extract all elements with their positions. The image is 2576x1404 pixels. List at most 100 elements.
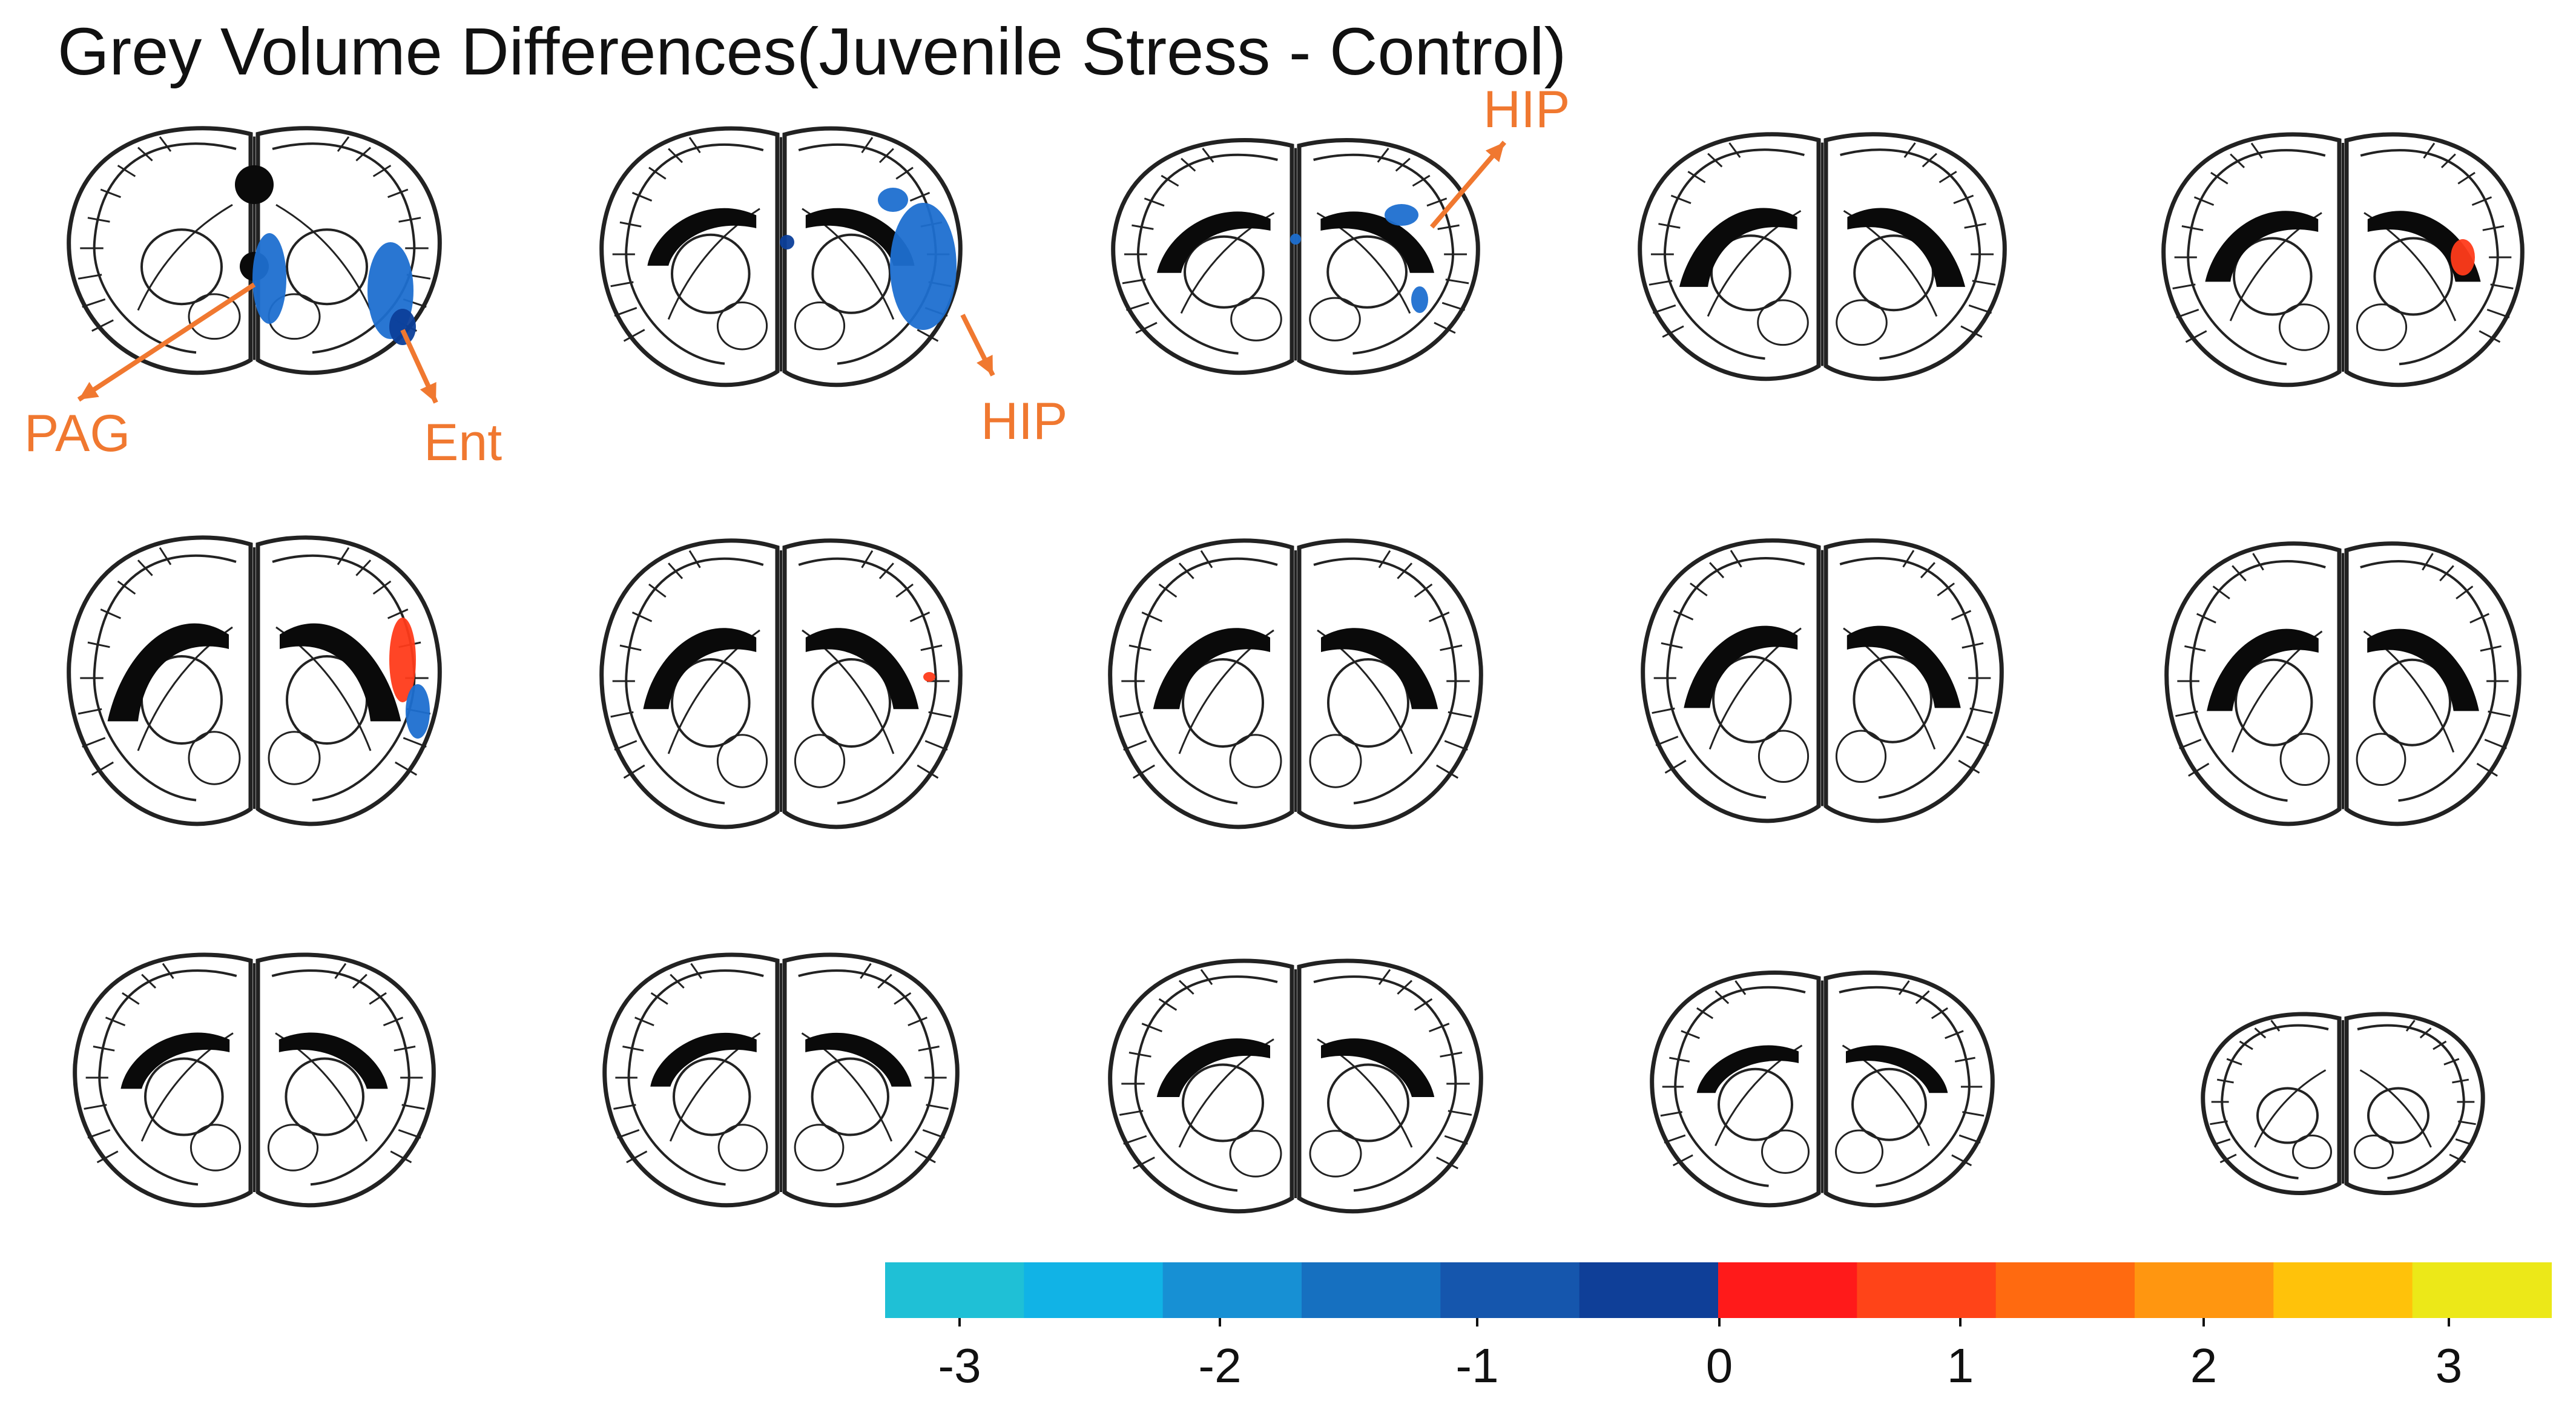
cortical-division-line bbox=[1119, 1110, 1144, 1116]
subcortical-structure bbox=[2233, 237, 2313, 316]
cortical-division-line bbox=[2482, 225, 2505, 231]
white-matter-region bbox=[1846, 625, 1961, 708]
subcortical-structure bbox=[1718, 1067, 1793, 1141]
cortex-boundary bbox=[1664, 148, 1805, 360]
cortical-division-line bbox=[1696, 1007, 1714, 1020]
cortical-division-line bbox=[1964, 223, 1986, 229]
cortical-division-line bbox=[1951, 610, 1972, 621]
cortical-division-line bbox=[617, 1129, 640, 1139]
subcortical-structure bbox=[2292, 1135, 2332, 1169]
colorbar-bin bbox=[2135, 1262, 2275, 1318]
blob-negative bbox=[1290, 234, 1301, 245]
cortical-division-line bbox=[2422, 553, 2434, 571]
cortical-division-line bbox=[1437, 224, 1460, 230]
cortical-division-line bbox=[141, 974, 157, 989]
brain-slice bbox=[602, 952, 960, 1208]
subcortical-structure bbox=[794, 302, 846, 351]
annotation-arrowhead bbox=[1485, 142, 1504, 162]
hemisphere-outline bbox=[1108, 538, 1294, 829]
subcortical-structure bbox=[189, 1124, 242, 1172]
cortical-division-line bbox=[1972, 280, 1996, 286]
cortical-division-line bbox=[2476, 762, 2498, 777]
cortical-division-line bbox=[920, 644, 943, 651]
subcortical-structure bbox=[1757, 299, 1809, 346]
cortical-division-line bbox=[877, 974, 892, 989]
cortical-division-line bbox=[117, 165, 136, 177]
tract-line bbox=[2254, 1069, 2327, 1148]
cortical-division-line bbox=[2479, 330, 2501, 343]
hemisphere-outline bbox=[2344, 132, 2525, 387]
hemisphere-outline bbox=[1297, 137, 1480, 375]
cortical-division-line bbox=[1123, 740, 1147, 751]
cortical-division-line bbox=[1969, 707, 1993, 714]
cortical-division-line bbox=[1672, 1154, 1693, 1167]
cortical-division-line bbox=[1426, 197, 1448, 207]
cortical-division-line bbox=[1161, 174, 1179, 187]
cortical-division-line bbox=[860, 963, 872, 979]
hemisphere-outline bbox=[1638, 132, 1821, 381]
cortical-division-line bbox=[355, 559, 372, 576]
cortical-division-line bbox=[355, 147, 372, 162]
cortical-division-line bbox=[1440, 1051, 1463, 1058]
cortex-boundary bbox=[798, 969, 935, 1186]
cortical-division-line bbox=[2488, 710, 2511, 717]
cortical-division-line bbox=[395, 761, 417, 776]
subcortical-structure bbox=[1326, 235, 1408, 309]
cortex-boundary bbox=[272, 142, 416, 354]
cortical-division-line bbox=[623, 764, 645, 779]
cortex-boundary bbox=[93, 554, 237, 802]
cortical-division-line bbox=[1958, 759, 1980, 774]
hemisphere-outline bbox=[255, 952, 436, 1208]
cortical-division-line bbox=[670, 974, 685, 989]
blob-negative-ent bbox=[389, 309, 416, 345]
cortical-division-line bbox=[1681, 1030, 1700, 1040]
subcortical-structure bbox=[1309, 734, 1362, 788]
white-matter-region bbox=[1847, 208, 1966, 287]
hemisphere-outline bbox=[1297, 958, 1483, 1214]
cortical-division-line bbox=[2250, 142, 2263, 159]
cortical-division-line bbox=[614, 740, 637, 751]
brain-slice bbox=[1108, 958, 1483, 1214]
cortical-division-line bbox=[352, 974, 367, 989]
white-matter-region bbox=[120, 1032, 230, 1089]
cortical-division-line bbox=[1945, 1030, 1964, 1040]
cortical-division-line bbox=[2239, 1040, 2253, 1050]
subcortical-structure bbox=[268, 731, 321, 785]
cortical-division-line bbox=[861, 550, 874, 569]
cortical-division-line bbox=[372, 165, 392, 177]
cortex-boundary bbox=[625, 143, 764, 365]
subcortical-structure bbox=[188, 293, 241, 340]
cortical-division-line bbox=[383, 1017, 404, 1027]
hemisphere-outline bbox=[2344, 541, 2522, 826]
cortical-division-line bbox=[100, 188, 121, 199]
cortical-division-line bbox=[1434, 321, 1456, 334]
cortical-division-line bbox=[1440, 644, 1463, 651]
cortex-boundary bbox=[2360, 149, 2499, 366]
white-matter-region bbox=[805, 628, 919, 710]
cortical-division-line bbox=[2184, 645, 2206, 652]
cortical-division-line bbox=[1141, 611, 1163, 622]
cortical-division-line bbox=[2226, 1058, 2242, 1066]
cortical-division-line bbox=[1966, 736, 1989, 746]
cortical-division-line bbox=[648, 166, 667, 180]
colorbar-tick-label: -1 bbox=[1455, 1339, 1498, 1392]
white-matter-region bbox=[2205, 211, 2319, 282]
hemisphere-outline bbox=[255, 535, 442, 826]
cortical-division-line bbox=[334, 963, 347, 979]
cortical-division-line bbox=[668, 148, 684, 163]
brain-slice bbox=[599, 538, 963, 829]
cortex-boundary bbox=[98, 969, 237, 1186]
white-matter-region bbox=[647, 208, 757, 266]
cortical-division-line bbox=[369, 992, 387, 1005]
subcortical-structure bbox=[2354, 1135, 2394, 1169]
cortical-division-line bbox=[878, 562, 894, 579]
cortical-division-line bbox=[1122, 278, 1146, 285]
cortical-division-line bbox=[1958, 1134, 1981, 1144]
cortical-division-line bbox=[387, 188, 409, 199]
cortical-division-line bbox=[1128, 1051, 1151, 1058]
cortical-division-line bbox=[2230, 153, 2245, 168]
cortical-division-line bbox=[626, 1150, 648, 1164]
cortical-division-line bbox=[1902, 550, 1915, 568]
colorbar-bin bbox=[1579, 1262, 1719, 1318]
cortical-division-line bbox=[398, 1129, 421, 1139]
